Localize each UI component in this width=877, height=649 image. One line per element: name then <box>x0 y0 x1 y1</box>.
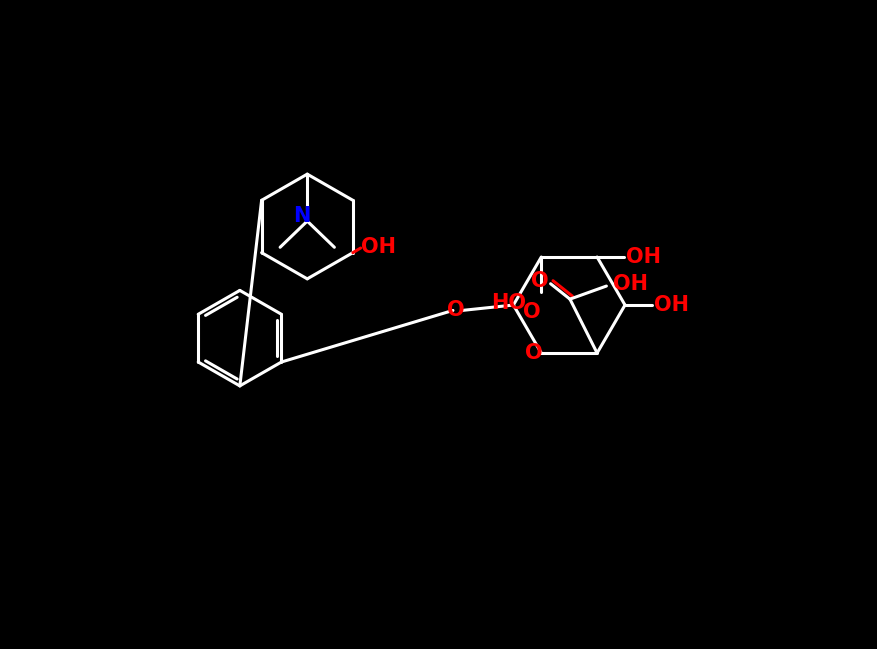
Text: O: O <box>524 302 541 323</box>
Text: N: N <box>293 206 310 227</box>
Text: OH: OH <box>361 236 396 256</box>
Text: OH: OH <box>653 295 688 315</box>
Text: HO: HO <box>491 293 526 313</box>
Text: O: O <box>447 300 465 321</box>
Text: O: O <box>524 343 542 363</box>
Text: O: O <box>531 271 548 291</box>
Text: OH: OH <box>613 274 647 294</box>
Text: OH: OH <box>626 247 660 267</box>
